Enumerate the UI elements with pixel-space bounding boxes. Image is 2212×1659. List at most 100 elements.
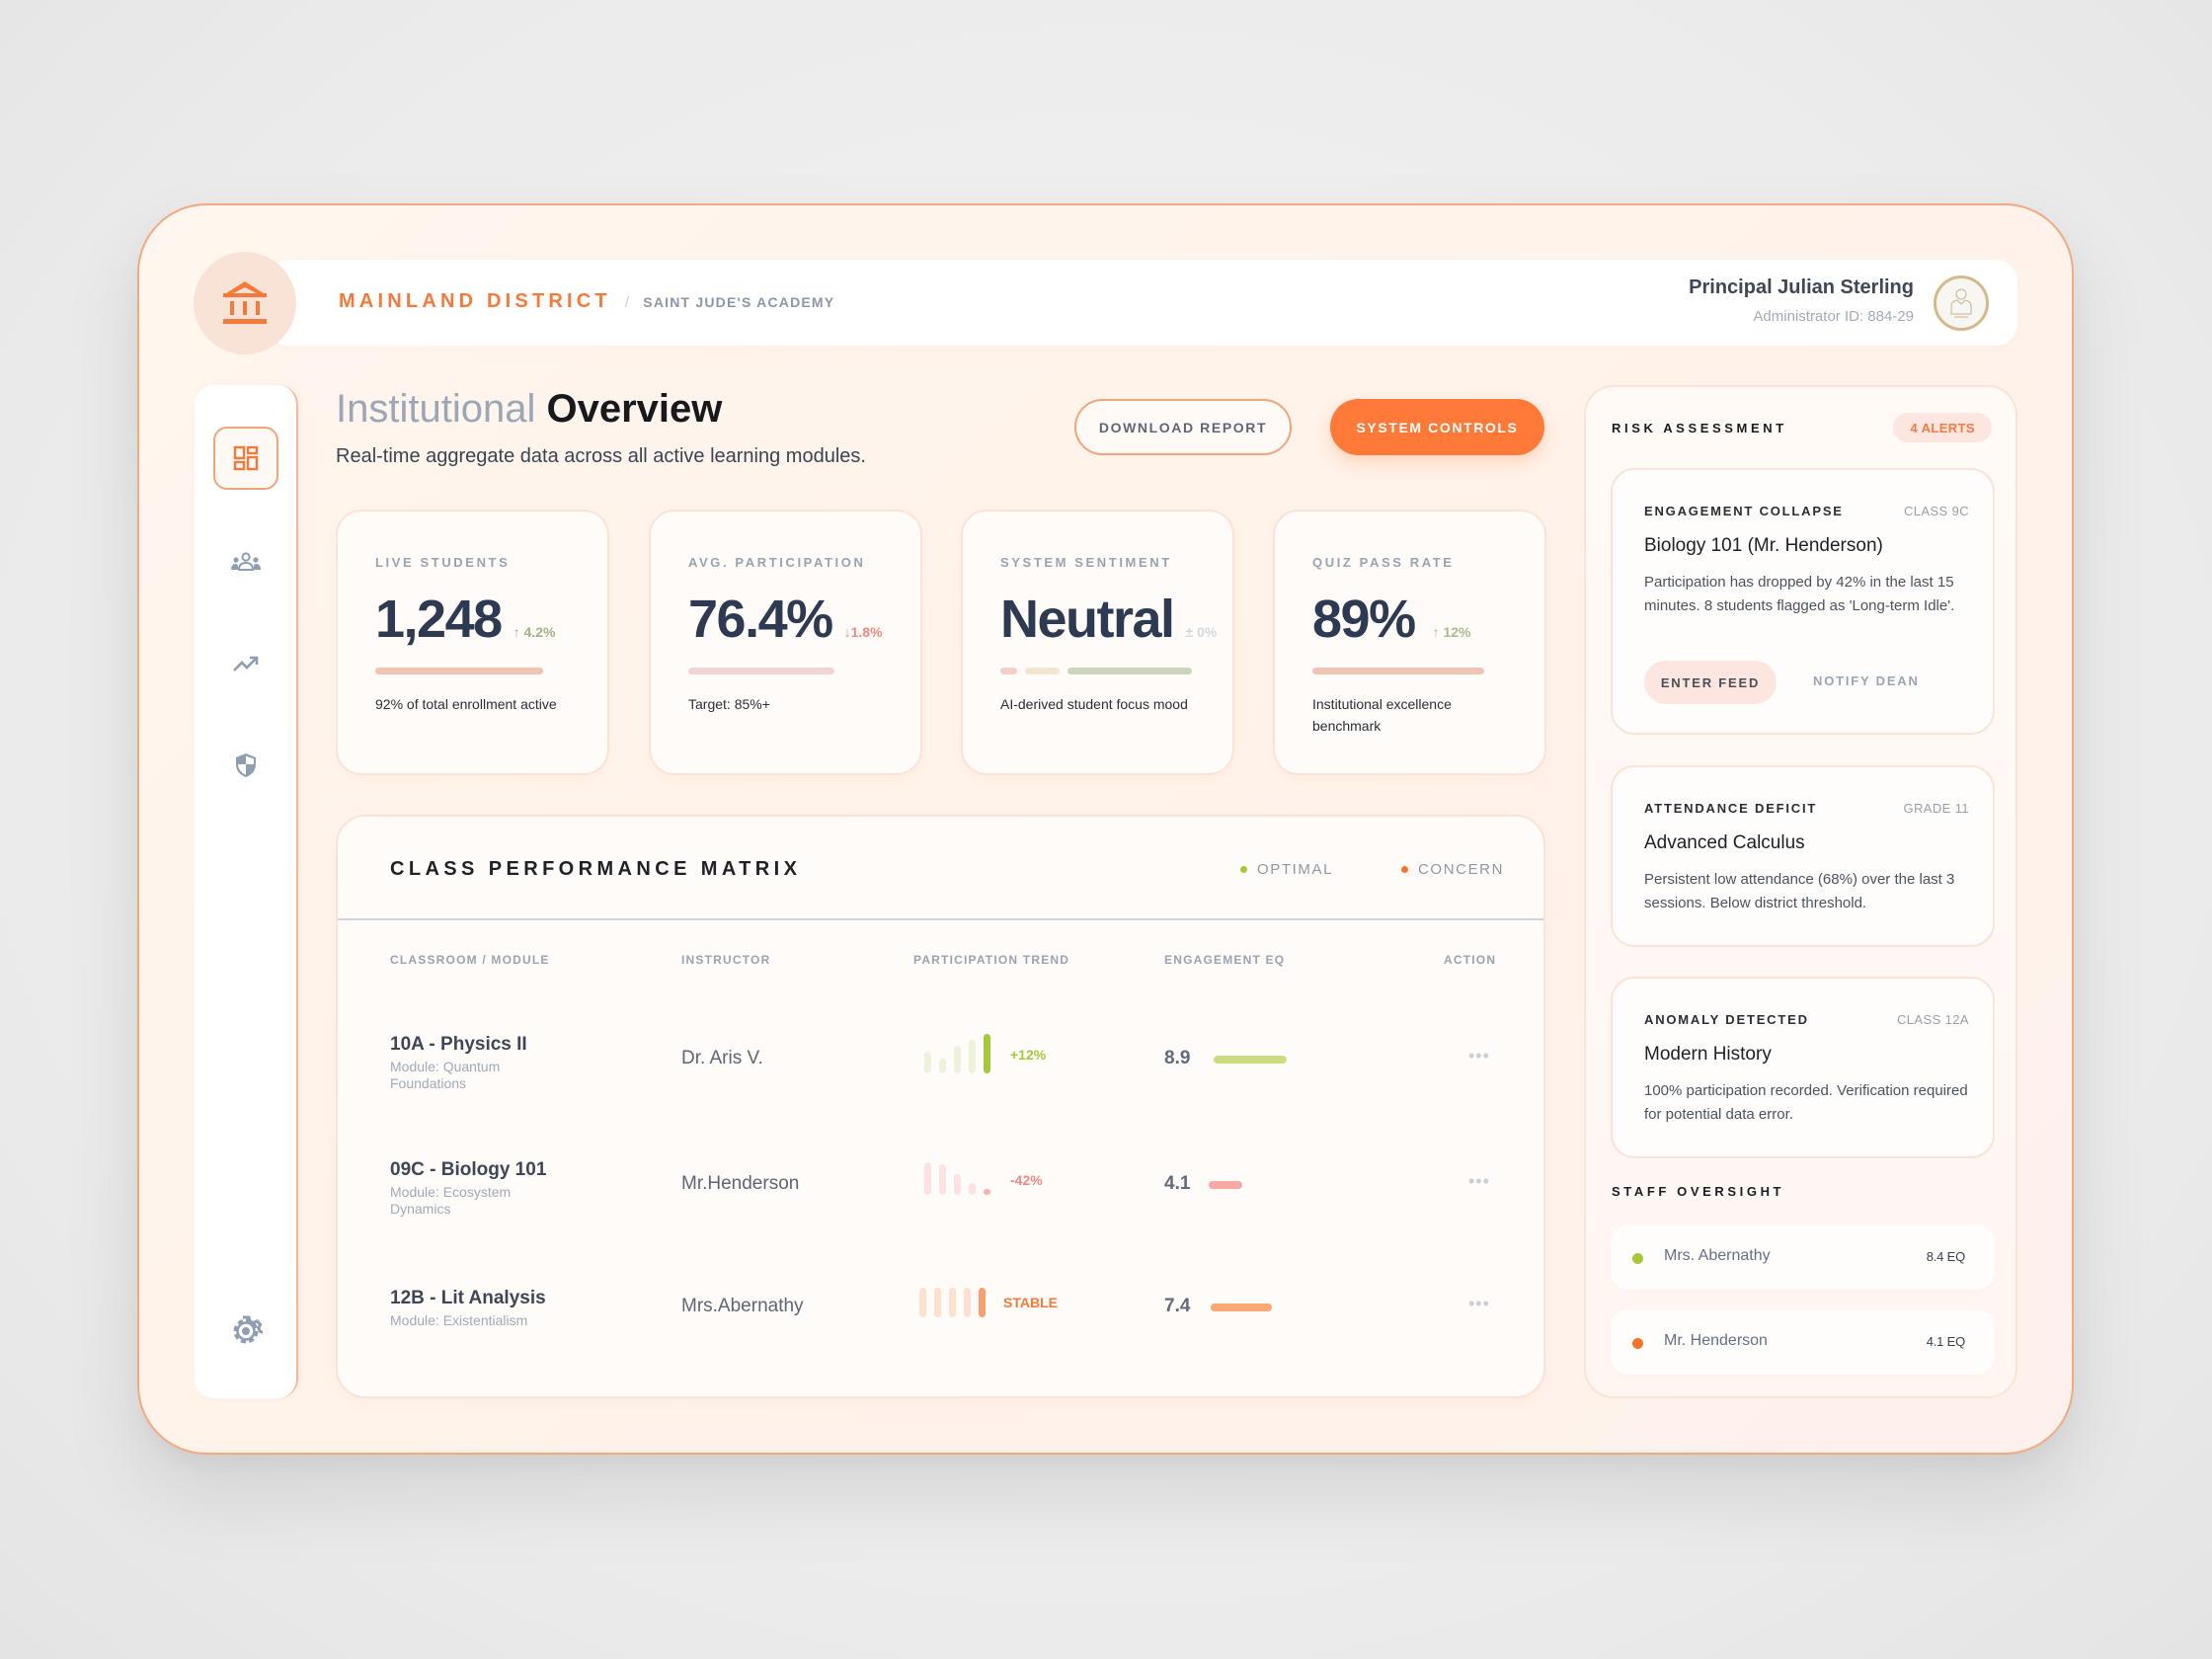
participation-trend-sparkline [924,1161,990,1195]
download-report-button[interactable]: DOWNLOAD REPORT [1074,399,1292,455]
table-row[interactable]: 10A - Physics II Module: Quantum Foundat… [338,1034,1543,1143]
engagement-bar [1211,1304,1272,1311]
kpi-progress-bar [375,668,543,674]
table-row[interactable]: 09C - Biology 101 Module: Ecosystem Dyna… [338,1159,1543,1268]
risk-assessment-panel: RISK ASSESSMENT 4 ALERTS ENGAGEMENT COLL… [1584,385,2017,1398]
legend-label: CONCERN [1418,861,1505,878]
sidebar-item-analytics[interactable] [213,632,278,695]
class-module: Module: Quantum Foundations [390,1059,501,1091]
page-title: Institutional Overview [336,387,722,432]
staff-eq: 8.4 EQ [1926,1249,1965,1264]
matrix-title: CLASS PERFORMANCE MATRIX [390,858,802,880]
enter-feed-button[interactable]: ENTER FEED [1644,661,1777,704]
class-module: Module: Existentialism [390,1312,528,1328]
alert-description: 100% participation recorded. Verificatio… [1644,1082,1968,1123]
alert-title: Biology 101 (Mr. Henderson) [1644,535,1883,556]
kpi-delta: ± 0% [1185,624,1218,640]
alert-card-attendance-deficit[interactable]: ATTENDANCE DEFICIT GRADE 11 Advanced Cal… [1611,765,1995,947]
more-actions-button[interactable]: ••• [1468,1171,1490,1191]
shield-icon [236,753,256,777]
alert-card-engagement-collapse[interactable]: ENGAGEMENT COLLAPSE CLASS 9C Biology 101… [1611,468,1995,735]
kpi-label: AVG. PARTICIPATION [688,555,866,570]
kpi-label: LIVE STUDENTS [375,555,511,570]
concern-dot-icon [1401,866,1408,873]
participation-trend-sparkline [924,1034,990,1073]
staff-name: Mr. Henderson [1664,1332,1768,1349]
engagement-score: 8.9 [1164,1048,1191,1068]
user-portrait-icon [1950,288,1972,318]
engagement-score: 7.4 [1164,1296,1191,1316]
alert-card-anomaly-detected[interactable]: ANOMALY DETECTED CLASS 12A Modern Histor… [1611,977,1995,1158]
optimal-dot-icon [1240,866,1247,873]
sentiment-segment-neutral [1025,668,1060,674]
trend-label: -42% [1010,1172,1043,1188]
school-name[interactable]: SAINT JUDE'S ACADEMY [643,294,835,310]
trending-up-icon [233,656,259,672]
class-name: 09C - Biology 101 [390,1159,547,1180]
kpi-description: Target: 85%+ [688,696,770,712]
kpi-card-live-students: LIVE STUDENTS 1,248 ↑ 4.2% 92% of total … [336,510,609,775]
alert-tag: CLASS 12A [1897,1012,1969,1027]
institution-icon [223,281,267,324]
alert-type: ATTENDANCE DEFICIT [1644,801,1818,816]
gear-icon [233,1315,263,1344]
status-dot-icon [1632,1253,1643,1264]
alert-title: Advanced Calculus [1644,832,1805,853]
kpi-delta: ↑ 4.2% [513,624,556,640]
engagement-score: 4.1 [1164,1173,1191,1194]
staff-oversight-title: STAFF OVERSIGHT [1612,1184,1785,1199]
breadcrumb-separator: / [624,294,630,311]
column-header-instructor: INSTRUCTOR [681,953,771,967]
breadcrumb: MAINLAND DISTRICT / SAINT JUDE'S ACADEMY [339,290,834,313]
sidebar-item-dashboard[interactable] [213,427,278,490]
legend-label: OPTIMAL [1257,861,1334,878]
top-header [267,260,2017,346]
kpi-card-quiz-pass-rate: QUIZ PASS RATE 89% ↑ 12% Institutional e… [1273,510,1546,775]
table-row[interactable]: 12B - Lit Analysis Module: Existentialis… [338,1288,1543,1396]
staff-item[interactable]: Mr. Henderson 4.1 EQ [1611,1309,1995,1375]
users-group-icon [231,552,261,571]
logo[interactable] [194,252,296,355]
system-controls-button[interactable]: SYSTEM CONTROLS [1330,399,1544,455]
kpi-delta: ↓1.8% [843,624,883,640]
kpi-card-avg-participation: AVG. PARTICIPATION 76.4% ↓1.8% Target: 8… [649,510,922,775]
staff-eq: 4.1 EQ [1926,1334,1965,1349]
alert-tag: GRADE 11 [1903,801,1969,816]
notify-dean-button[interactable]: NOTIFY DEAN [1813,673,1920,688]
avatar[interactable] [1934,276,1989,331]
column-header-action: ACTION [1444,953,1497,967]
staff-name: Mrs. Abernathy [1664,1247,1771,1264]
kpi-description: Institutional excellence benchmark [1312,696,1452,734]
sentiment-segment-negative [1000,668,1017,674]
more-actions-button[interactable]: ••• [1468,1294,1490,1313]
page-subtitle: Real-time aggregate data across all acti… [336,445,866,467]
alerts-badge[interactable]: 4 ALERTS [1893,413,1992,442]
risk-title: RISK ASSESSMENT [1612,421,1787,435]
class-module: Module: Ecosystem Dynamics [390,1184,512,1217]
alert-tag: CLASS 9C [1903,504,1969,518]
kpi-label: QUIZ PASS RATE [1312,555,1455,570]
class-name: 10A - Physics II [390,1034,527,1055]
instructor-name: Mrs.Abernathy [681,1296,804,1316]
sidebar-item-security[interactable] [213,734,278,797]
kpi-progress-bar [688,668,834,674]
alert-description: Participation has dropped by 42% in the … [1644,574,1955,614]
sidebar-item-students[interactable] [213,530,278,593]
staff-item[interactable]: Mrs. Abernathy 8.4 EQ [1611,1224,1995,1290]
alert-type: ANOMALY DETECTED [1644,1012,1809,1027]
class-performance-matrix: CLASS PERFORMANCE MATRIX OPTIMAL CONCERN… [336,815,1545,1398]
column-header-trend: PARTICIPATION TREND [913,953,1070,967]
sidebar-item-settings[interactable] [213,1300,278,1363]
engagement-bar [1209,1181,1242,1189]
kpi-label: SYSTEM SENTIMENT [1000,555,1172,570]
more-actions-button[interactable]: ••• [1468,1046,1490,1066]
kpi-value: 76.4% [688,590,833,649]
district-name[interactable]: MAINLAND DISTRICT [339,290,611,312]
kpi-value: Neutral [1000,590,1175,649]
kpi-progress-bar [1312,668,1484,674]
sentiment-segment-positive [1067,668,1192,674]
legend-concern: CONCERN [1401,861,1504,878]
page-title-light: Institutional [336,387,536,431]
legend-optimal: OPTIMAL [1240,861,1333,878]
trend-label: STABLE [1003,1295,1058,1310]
